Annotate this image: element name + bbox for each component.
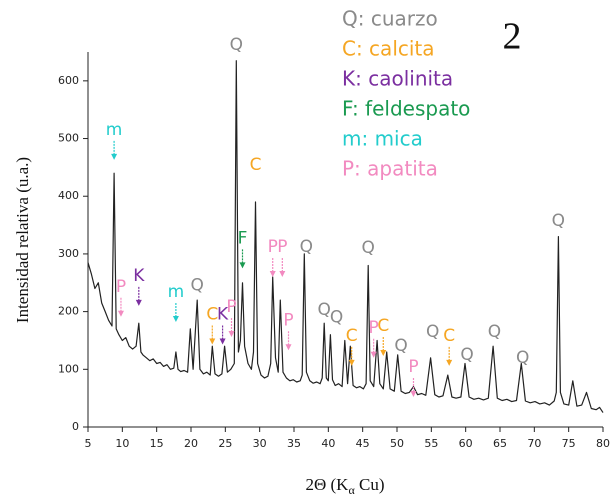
peak-arrowhead (209, 338, 216, 345)
y-axis-title: Intensidad relativa (u.a.) (13, 157, 32, 323)
peak-label: F (238, 228, 248, 248)
peak-label: P (277, 237, 287, 257)
peak-label: C (250, 155, 262, 175)
legend-entry: K: caolinita (342, 67, 453, 91)
panel-label: 2 (503, 16, 522, 58)
peak-arrowhead (228, 331, 235, 337)
peak-label: K (217, 305, 229, 325)
peak-label: Q (330, 307, 343, 327)
x-tick-label: 70 (527, 437, 541, 450)
peak-arrowhead (279, 271, 286, 277)
peak-label: P (268, 237, 278, 257)
peak-arrowhead (348, 359, 355, 366)
peak-label: Q (190, 276, 203, 296)
peak-arrowhead (285, 344, 292, 351)
peak-label: P (283, 310, 293, 330)
peak-arrowhead (219, 338, 226, 345)
y-tick-label: 0 (72, 420, 79, 433)
y-tick-label: 100 (58, 362, 79, 375)
peak-label: Q (230, 35, 243, 55)
peak-label: C (206, 305, 218, 325)
x-tick-label: 40 (321, 437, 335, 450)
x-title-part: Cu) (355, 475, 385, 494)
y-tick-label: 200 (58, 305, 79, 318)
x-tick-label: 55 (424, 437, 438, 450)
peak-arrowhead (410, 391, 417, 397)
y-tick-label: 400 (58, 189, 79, 202)
x-tick-label: 45 (356, 437, 370, 450)
peak-arrowhead (239, 262, 246, 269)
peak-label: m (168, 282, 185, 302)
peak-arrowhead (172, 316, 179, 322)
peak-label: C (377, 316, 389, 336)
peak-label: Q (300, 237, 313, 257)
peak-arrowhead (446, 359, 453, 366)
legend-entry: F: feldespato (342, 97, 470, 121)
data-line (87, 60, 604, 413)
peak-label: Q (460, 345, 473, 365)
peak-arrowhead (117, 310, 124, 317)
legend-entry: Q: cuarzo (342, 7, 438, 31)
peak-label: K (133, 266, 145, 286)
peak-label: Q (361, 238, 374, 258)
x-tick-label: 15 (150, 437, 164, 450)
legend-entry: m: mica (342, 127, 423, 151)
peak-arrowhead (111, 153, 118, 160)
x-tick-label: 25 (218, 437, 232, 450)
x-tick-label: 30 (253, 437, 267, 450)
peak-arrowhead (370, 351, 377, 358)
x-tick-label: 65 (493, 437, 507, 450)
x-tick-label: 20 (184, 437, 198, 450)
x-tick-label: 35 (287, 437, 301, 450)
legend-entry: P: apatita (342, 157, 438, 181)
peak-label: Q (488, 322, 501, 342)
peak-arrowhead (269, 271, 276, 277)
peak-label: m (106, 120, 123, 140)
peak-label: C (346, 326, 358, 346)
x-tick-label: 75 (562, 437, 576, 450)
peak-label: P (226, 297, 236, 317)
peak-label: Q (426, 322, 439, 342)
y-tick-label: 600 (58, 74, 79, 87)
peak-label: Q (552, 211, 565, 231)
peak-arrowhead (380, 350, 387, 357)
peak-label: P (369, 318, 379, 338)
peak-label: C (443, 326, 455, 346)
legend-entry: C: calcita (342, 37, 435, 61)
peak-arrowhead (135, 299, 142, 306)
peak-label: Q (394, 336, 407, 356)
x-tick-label: 50 (390, 437, 404, 450)
y-tick-label: 300 (58, 247, 79, 260)
peak-label: P (408, 357, 418, 377)
x-title-part: 2Θ (K (305, 475, 349, 494)
x-title-sub: α (348, 483, 355, 497)
x-axis-title: 2Θ (Kα Cu) (305, 475, 384, 497)
x-tick-label: 5 (85, 437, 92, 450)
x-tick-label: 60 (459, 437, 473, 450)
y-tick-label: 500 (58, 132, 79, 145)
peak-label: P (116, 277, 126, 297)
x-tick-label: 80 (596, 437, 610, 450)
x-tick-label: 10 (115, 437, 129, 450)
peak-label: Q (516, 348, 529, 368)
peak-label: Q (318, 300, 331, 320)
